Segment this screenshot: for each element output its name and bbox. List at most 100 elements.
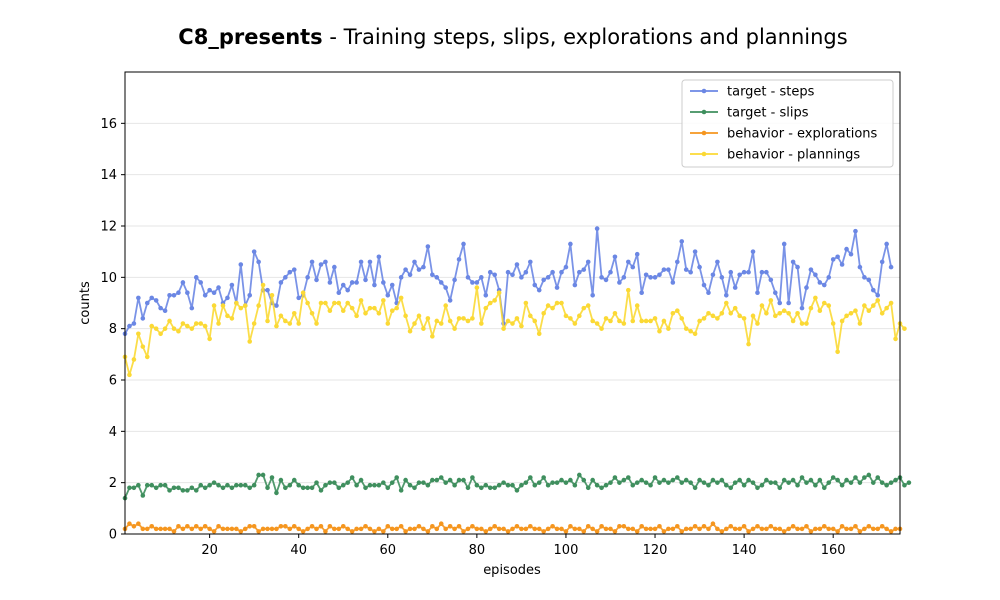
data-point [438,475,444,480]
data-point [407,272,413,278]
data-point [136,521,141,527]
data-point [327,524,333,529]
data-point [430,334,435,339]
data-point [220,303,226,308]
data-point [670,526,676,532]
data-point [862,275,867,280]
data-point [626,259,631,265]
data-point [447,524,453,529]
data-point [777,310,783,316]
data-point [679,529,685,534]
data-point [421,480,426,485]
data-point [501,326,506,331]
data-point [144,526,150,532]
data-point [639,318,644,324]
data-point [238,529,244,534]
data-point [835,254,840,260]
data-point [697,526,702,532]
data-point [648,526,653,532]
data-point [710,313,716,319]
data-point [300,485,306,491]
data-point [171,485,177,491]
data-point [136,482,141,488]
data-point [291,267,297,272]
data-point [421,326,426,331]
data-point [723,293,729,298]
data-point [723,482,729,488]
data-point [238,262,244,267]
data-point [728,310,734,316]
data-point [879,259,885,265]
data-point [750,249,756,254]
data-point [443,303,448,308]
data-point [309,485,315,491]
chart-title-rest: - Training steps, slips, explorations an… [323,25,848,49]
data-point [278,313,284,319]
data-point [287,482,293,488]
data-point [630,264,636,270]
data-point [318,488,324,493]
data-point [817,308,823,314]
data-point [821,300,827,306]
data-point [532,482,538,488]
data-point [193,524,199,529]
data-point [340,482,346,488]
data-point [136,331,141,337]
data-point [559,269,564,275]
data-point [875,298,881,303]
data-point [323,482,328,488]
data-point [594,321,600,326]
data-point [505,269,511,275]
data-point [523,480,529,485]
data-point [759,303,765,308]
data-point [701,316,707,321]
data-point [251,321,257,326]
data-point [349,529,355,534]
data-point [652,526,658,532]
data-point [732,480,738,485]
data-point [577,526,582,532]
data-point [652,475,658,480]
data-point [759,526,765,532]
data-point [554,300,560,306]
data-point [536,287,542,293]
data-point [465,485,471,491]
data-point [697,264,702,270]
data-point [643,272,649,278]
data-point [274,323,279,329]
data-point [492,485,497,491]
data-point [229,316,235,321]
data-point [140,493,146,498]
data-point [528,524,533,529]
data-point [412,259,417,265]
data-point [670,310,676,316]
data-point [608,269,613,275]
series-layer [122,226,912,534]
data-point [599,485,604,491]
data-point [599,524,604,529]
data-point [790,524,796,529]
data-point [692,249,698,254]
data-point [581,529,587,534]
data-point [434,318,440,324]
data-point [844,526,849,532]
data-point [639,524,644,529]
data-point [741,482,747,488]
data-point [617,524,622,529]
data-point [274,303,279,308]
data-point [781,241,787,247]
data-point [327,480,333,485]
data-point [430,272,435,278]
data-point [675,259,680,265]
data-point [367,305,373,311]
data-point [140,344,146,349]
x-tick-label: 20 [201,543,218,558]
data-point [211,303,217,308]
data-point [630,318,636,324]
data-point [844,313,849,319]
data-point [363,485,368,491]
data-point [211,529,217,534]
data-point [193,488,199,493]
data-point [590,293,595,298]
